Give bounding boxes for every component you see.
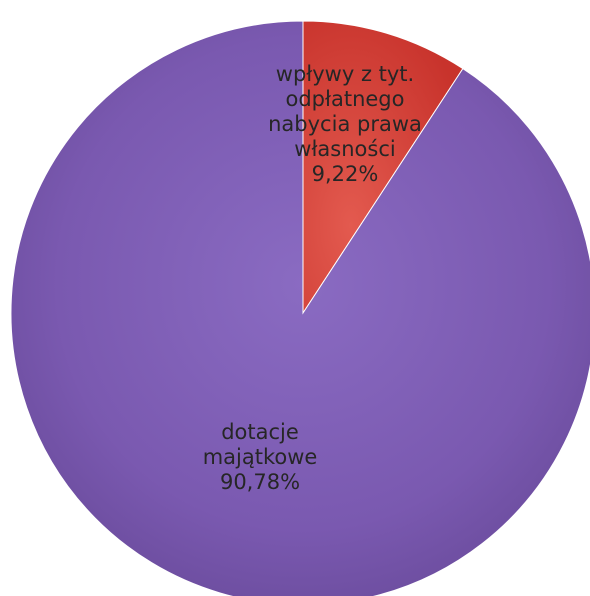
slice-label-line: odpłatnego bbox=[285, 87, 405, 111]
slice-value-label: 9,22% bbox=[311, 162, 379, 186]
slice-label-line: wpływy z tyt. bbox=[275, 62, 415, 86]
slice-label-line: własności bbox=[294, 137, 396, 161]
pie-slice-wplywy bbox=[302, 20, 464, 315]
slice-label-line: nabycia prawa bbox=[268, 112, 422, 136]
slice-value-label: 90,78% bbox=[219, 470, 301, 494]
slice-label-line: dotacje bbox=[221, 420, 299, 444]
slice-label-wplywy: wpływy z tyt. odpłatnego nabycia prawa w… bbox=[250, 62, 440, 187]
pie-slice-dotacje bbox=[10, 20, 590, 596]
slice-label-dotacje: dotacje majątkowe 90,78% bbox=[160, 420, 360, 495]
slice-label-line: majątkowe bbox=[202, 445, 318, 469]
